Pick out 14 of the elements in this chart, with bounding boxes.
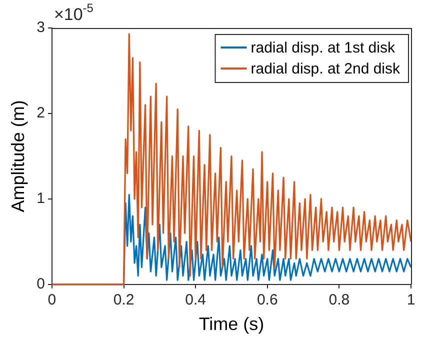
x-axis-title: Time (s) xyxy=(198,314,264,334)
x-tick-label: 0.6 xyxy=(256,292,278,309)
legend-label: radial disp. at 1st disk xyxy=(250,40,396,57)
x-tick-label: 1 xyxy=(406,292,416,309)
y-tick-label: 2 xyxy=(36,104,45,122)
x-tick-label: 0 xyxy=(48,292,56,309)
legend-label: radial disp. at 2nd disk xyxy=(250,60,400,78)
y-tick-label: 1 xyxy=(36,190,45,208)
y-tick-label: 3 xyxy=(36,19,45,36)
x-tick-label: 0.2 xyxy=(113,292,134,309)
x-tick-label: 0.4 xyxy=(185,292,206,309)
y-axis-title: Amplitude (m) xyxy=(8,100,28,212)
y-tick-label: 0 xyxy=(36,276,45,293)
x-tick-label: 0.8 xyxy=(328,292,350,309)
